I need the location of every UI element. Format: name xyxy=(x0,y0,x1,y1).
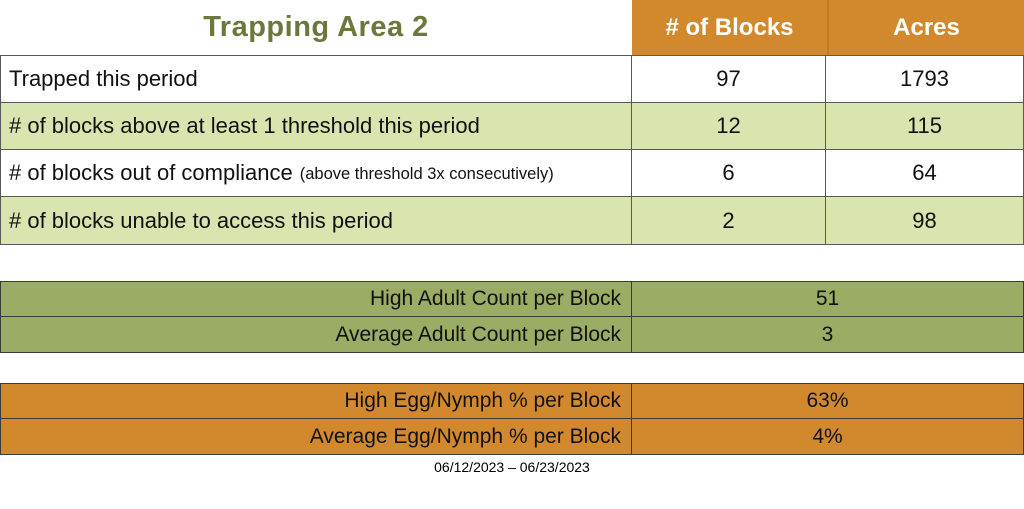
table-row: Average Adult Count per Block 3 xyxy=(1,317,1023,352)
row-label: Average Adult Count per Block xyxy=(1,317,632,352)
row-value: 51 xyxy=(815,287,840,310)
main-table: Trapped this period 97 1793 # of blocks … xyxy=(0,55,1024,245)
row-label: Average Egg/Nymph % per Block xyxy=(1,419,632,454)
row-blocks-value: 6 xyxy=(632,150,826,196)
row-acres-value: 115 xyxy=(906,113,943,138)
row-value: 3 xyxy=(821,322,834,346)
header-row: Trapping Area 2 # of Blocks Acres xyxy=(0,0,1024,55)
date-range: 06/12/2023 – 06/23/2023 xyxy=(434,459,590,475)
row-label-main: # of blocks out of compliance xyxy=(9,160,293,185)
table-row: # of blocks above at least 1 threshold t… xyxy=(1,103,1023,150)
row-label: # of blocks out of compliance (above thr… xyxy=(1,150,632,196)
row-blocks-value: 97 xyxy=(632,56,826,102)
egg-nymph-table: High Egg/Nymph % per Block 63% Average E… xyxy=(0,383,1024,455)
row-label: Trapped this period xyxy=(1,56,632,102)
column-header-acres: Acres xyxy=(827,0,1024,55)
row-blocks-value: 12 xyxy=(632,103,826,149)
row-blocks-value: 2 xyxy=(632,197,826,244)
row-label: # of blocks above at least 1 threshold t… xyxy=(1,103,632,149)
table-row: Average Egg/Nymph % per Block 4% xyxy=(1,419,1023,454)
row-acres-value: 64 xyxy=(912,160,937,185)
row-label: High Adult Count per Block xyxy=(1,282,632,316)
table-row: # of blocks out of compliance (above thr… xyxy=(1,150,1023,197)
row-acres-value: 98 xyxy=(912,207,937,233)
table-row: High Egg/Nymph % per Block 63% xyxy=(1,384,1023,419)
row-label: High Egg/Nymph % per Block xyxy=(1,384,632,418)
table-row: # of blocks unable to access this period… xyxy=(1,197,1023,244)
page-title: Trapping Area 2 xyxy=(203,11,429,43)
row-value: 4% xyxy=(812,424,843,448)
title-cell: Trapping Area 2 xyxy=(0,0,632,55)
row-acres-value: 1793 xyxy=(900,66,949,91)
row-value: 63% xyxy=(806,389,849,412)
adult-counts-table: High Adult Count per Block 51 Average Ad… xyxy=(0,281,1024,353)
column-header-blocks: # of Blocks xyxy=(632,0,827,55)
table-row: Trapped this period 97 1793 xyxy=(1,56,1023,103)
row-label: # of blocks unable to access this period xyxy=(1,197,632,244)
row-label-note: (above threshold 3x consecutively) xyxy=(299,165,554,183)
table-row: High Adult Count per Block 51 xyxy=(1,282,1023,317)
